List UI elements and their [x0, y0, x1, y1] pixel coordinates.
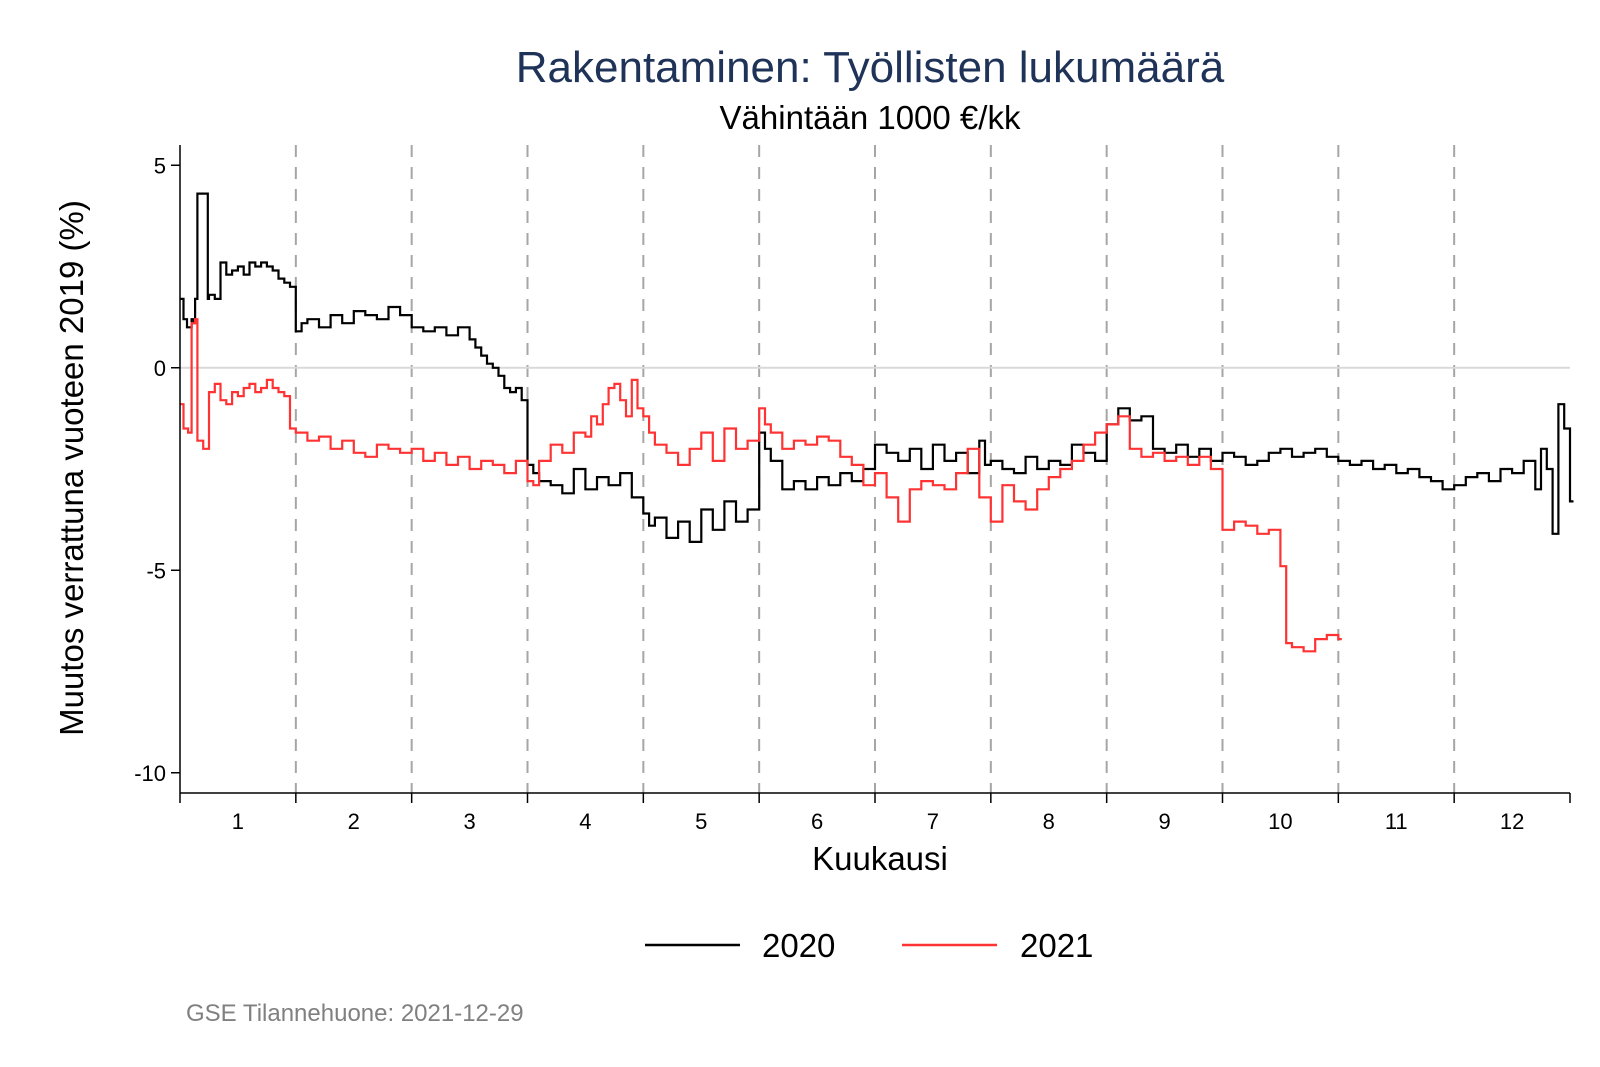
series-layer	[180, 192, 1574, 653]
legend-label-2021: 2021	[1020, 927, 1093, 964]
x-tick-label-4: 5	[695, 809, 707, 834]
x-tick-label-1: 2	[348, 809, 360, 834]
x-tick-label-10: 11	[1385, 809, 1408, 834]
x-tick-label-9: 10	[1268, 809, 1292, 834]
x-tick-label-8: 9	[1158, 809, 1170, 834]
x-tick-label-6: 7	[927, 809, 939, 834]
month-boundaries	[294, 145, 1456, 793]
y-axis-ticks: 5 0 -5 -10	[134, 153, 180, 786]
source-note: GSE Tilannehuone: 2021-12-29	[186, 1000, 524, 1027]
x-tick-label-7: 8	[1043, 809, 1055, 834]
series-line-2020	[180, 192, 1574, 543]
y-tick-label-0: 5	[154, 153, 166, 178]
y-tick-label-3: -10	[134, 761, 166, 786]
legend: 2020 2021	[645, 927, 1093, 964]
x-axis-title: Kuukausi	[812, 840, 948, 877]
x-tick-label-5: 6	[811, 809, 823, 834]
plot-area: 50-5-10 1 2 3 4 5 6 7 8 9 10 11 12	[134, 145, 1574, 834]
y-tick-label-1: 0	[154, 356, 166, 381]
x-tick-label-11: 12	[1500, 809, 1524, 834]
x-tick-label-3: 4	[579, 809, 591, 834]
chart-title: Rakentaminen: Työllisten lukumäärä	[516, 43, 1225, 92]
x-tick-label-0: 1	[232, 809, 244, 834]
legend-label-2020: 2020	[762, 927, 835, 964]
series-line-2021	[180, 318, 1342, 653]
y-tick-label-2: -5	[146, 558, 166, 583]
y-axis-title: Muutos verrattuna vuoteen 2019 (%)	[53, 200, 90, 736]
x-tick-label-2: 3	[463, 809, 475, 834]
chart-subtitle: Vähintään 1000 €/kk	[720, 99, 1021, 136]
x-axis-ticks: 1 2 3 4 5 6 7 8 9 10 11 12	[179, 793, 1571, 834]
